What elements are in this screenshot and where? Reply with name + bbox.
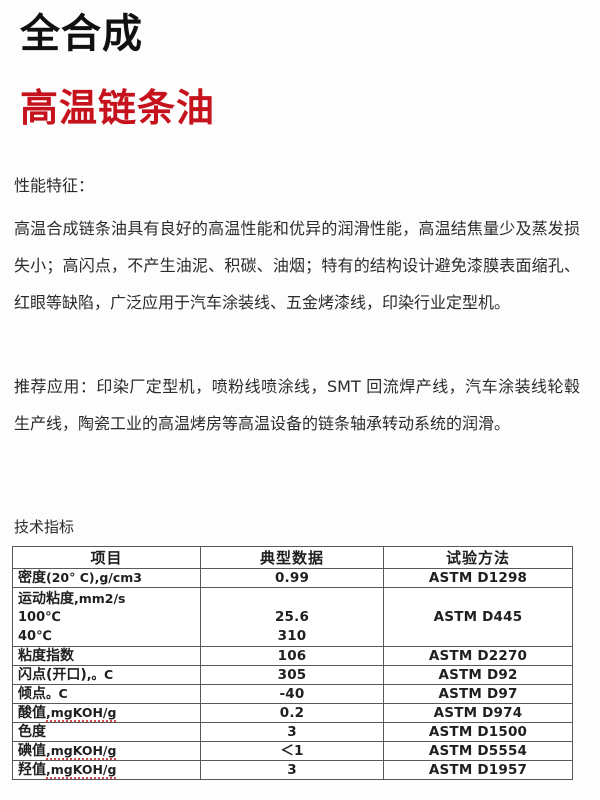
spec-method-cell: ASTM D1957 [383,760,573,780]
spec-item-title-line: 运动粘度,mm2/s [18,589,195,608]
spec-item-unit: 。C [46,686,68,701]
spec-table-header-row: 项目 典型数据 试验方法 [12,546,573,569]
spec-item-name: 羟值 [18,762,46,778]
spec-item-name: 碘值 [18,743,46,759]
spec-method-cell: ASTM D1500 [383,722,573,742]
spec-method-cell: ASTM D1298 [383,568,573,588]
spec-item-cell: 粘度指数 [12,646,201,666]
spec-item-name: 运动粘度 [18,591,74,607]
spec-item-name: 色度 [18,723,46,740]
spec-item-name: 粘度指数 [18,647,74,664]
table-row: 粘度指数 106 ASTM D2270 [12,646,573,666]
spec-item-cell: 碘值,mgKOH/g [12,741,201,761]
spec-item-cell: 色度 [12,722,201,742]
table-row: 倾点。C -40 ASTM D97 [12,684,573,704]
spec-item-subcondition: 100℃ [18,610,61,625]
spec-table-container: 项目 典型数据 试验方法 密度(20° C),g/cm3 0.99 ASTM D12… [12,546,573,780]
spec-item-unit: ,mgKOH/g [46,705,117,722]
spec-item-name: 密度 [18,570,46,586]
page-title: 全合成 [20,11,143,57]
spec-value-subline: 310 [277,628,307,644]
table-row: 密度(20° C),g/cm3 0.99 ASTM D1298 [12,568,573,588]
spec-item-name: 酸值 [18,705,46,721]
spec-value-cell: 0.99 [200,568,384,588]
spec-item-unit: ,。C [86,667,114,682]
table-row: 色度 3 ASTM D1500 [12,722,573,742]
spec-method-cell: ASTM D97 [383,684,573,704]
spec-item-name: 闪点(开口) [18,667,87,683]
spec-item-cell: 羟值,mgKOH/g [12,760,201,780]
spec-item-name: 倾点 [18,686,46,702]
features-section-label: 性能特征： [14,176,95,195]
spec-item-subcondition: 40℃ [18,629,52,644]
spec-method-cell: ASTM D5554 [383,741,573,761]
spec-item-cell: 运动粘度,mm2/s 100℃ 40℃ [12,587,201,647]
spec-item-unit: ,mgKOH/g [46,762,117,779]
technical-spec-table: 项目 典型数据 试验方法 密度(20° C),g/cm3 0.99 ASTM D12… [12,546,573,780]
spec-value-subline: 25.6 [274,609,310,625]
spec-value-cell: 3 [200,760,384,780]
spec-method-cell: ASTM D974 [383,703,573,723]
features-paragraph: 高温合成链条油具有良好的高温性能和优异的润滑性能，高温结焦量少及蒸发损失小；高闪… [14,219,580,312]
column-header-method: 试验方法 [383,546,573,569]
product-name-title: 高温链条油 [20,86,216,130]
spec-item-cell: 酸值,mgKOH/g [12,703,201,723]
column-header-item: 项目 [12,546,201,569]
spec-value-cell: 3 [200,722,384,742]
spec-method-cell: ASTM D445 [383,587,573,647]
spec-value-cell: -40 [200,684,384,704]
spec-item-unit: (20° C),g/cm3 [46,570,142,585]
spec-method-cell: ASTM D92 [383,665,573,685]
spec-value-cell: 106 [200,646,384,666]
spec-item-unit: ,mm2/s [74,591,126,606]
spec-item-cell: 密度(20° C),g/cm3 [12,568,201,588]
spec-value-cell: 0.2 [200,703,384,723]
table-row: 闪点(开口),。C 305 ASTM D92 [12,665,573,685]
spec-table-body: 密度(20° C),g/cm3 0.99 ASTM D1298 运动粘度,mm2/s 1… [12,568,573,780]
spec-method-cell: ASTM D2270 [383,646,573,666]
spec-item-unit: ,mgKOH/g [46,743,117,760]
table-row: 羟值,mgKOH/g 3 ASTM D1957 [12,760,573,780]
spec-value-cell: 305 [200,665,384,685]
spec-value-cell: ＜1 [200,741,384,761]
applications-paragraph: 推荐应用：印染厂定型机，喷粉线喷涂线，SMT 回流焊产线，汽车涂装线轮毂生产线，… [14,377,580,433]
spec-item-cell: 倾点。C [12,684,201,704]
table-row: 酸值,mgKOH/g 0.2 ASTM D974 [12,703,573,723]
spec-item-cell: 闪点(开口),。C [12,665,201,685]
table-row: 碘值,mgKOH/g ＜1 ASTM D5554 [12,741,573,761]
spec-table-caption: 技术指标 [14,518,75,536]
spec-table-head: 项目 典型数据 试验方法 [12,546,573,569]
column-header-value: 典型数据 [200,546,384,569]
